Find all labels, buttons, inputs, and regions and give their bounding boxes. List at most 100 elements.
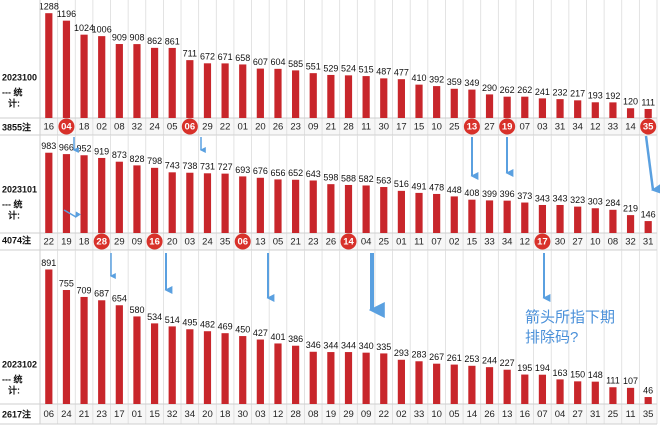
circle-highlight [463,118,480,135]
value-label: 983 [41,141,56,151]
x-tick-label: 18 [220,409,231,420]
arrows [63,135,660,318]
bar [344,184,353,233]
x-tick-label: 34 [572,122,583,133]
x-tick-label: 31 [555,122,566,133]
bar [292,179,300,233]
x-tick-label: 10 [431,409,442,420]
value-label: 828 [129,154,144,164]
circle-highlight [93,233,110,250]
x-tick-label: 24 [61,409,72,420]
value-label: 303 [588,197,603,207]
value-label: 148 [588,370,603,380]
x-tick-label: 32 [167,409,178,420]
bar [485,200,494,233]
bar [609,387,617,404]
x-tick-label: 01 [396,237,407,248]
x-tick-label: 16 [519,409,530,420]
bar [556,379,564,404]
arrow [644,135,660,194]
bar [591,381,599,404]
x-tick-label: 01 [132,409,143,420]
x-tick-label: 15 [467,237,478,248]
row-subtitle: --- 统 [2,373,23,384]
x-tick-label: 16 [149,237,160,248]
value-label: 563 [376,175,391,185]
bar [292,345,300,404]
x-tick-label: 30 [555,237,566,248]
bar [133,44,141,118]
value-label: 551 [306,62,321,72]
bar [80,155,88,233]
value-label: 120 [623,97,638,107]
x-tick-label: 26 [273,122,284,133]
bar [274,343,282,404]
value-label: 450 [235,324,250,334]
bar [45,269,53,404]
value-label: 607 [253,57,268,67]
value-label: 386 [288,334,303,344]
circle-highlight [181,118,198,135]
bar [80,296,88,404]
value-label: 46 [643,385,653,395]
value-label: 580 [129,305,144,315]
value-label: 335 [376,342,391,352]
value-label: 743 [165,161,180,171]
value-label: 709 [77,285,92,295]
x-tick-label: 32 [625,237,636,248]
bar [115,305,123,404]
value-label: 731 [200,162,215,172]
bar [309,180,317,233]
value-label: 284 [605,198,620,208]
x-tick-label: 13 [502,409,513,420]
x-tick-label: 27 [572,237,583,248]
x-tick-label: 08 [114,122,125,133]
bar [98,36,106,118]
bar [591,208,599,233]
bar [274,68,282,118]
value-label: 392 [429,74,444,84]
x-tick-label: 20 [167,237,178,248]
value-label: 711 [183,49,197,59]
x-tick-label: 30 [378,122,389,133]
value-label: 1024 [74,23,94,33]
bar [150,167,159,233]
bar [327,74,335,118]
value-label: 448 [447,185,462,195]
bar [380,78,388,118]
value-label: 261 [447,353,462,363]
value-label: 654 [112,294,127,304]
x-tick-label: 11 [361,122,371,133]
value-label: 344 [341,340,356,350]
bar [415,192,423,233]
value-label: 193 [588,91,603,101]
bar [221,173,229,233]
x-tick-label: 29 [202,122,213,133]
x-tick-label: 12 [519,237,530,248]
value-label: 588 [341,173,356,183]
circle-highlight [234,233,251,250]
x-tick-label: 25 [378,237,389,248]
bar [239,336,247,404]
value-label: 515 [359,64,374,74]
x-tick-label: 16 [44,122,55,133]
value-label: 477 [394,68,409,78]
bar [344,75,353,118]
x-tick-label: 08 [308,409,319,420]
value-label: 529 [323,63,338,73]
x-tick-label: 13 [255,237,266,248]
value-label: 909 [112,32,127,42]
value-label: 283 [411,350,426,360]
value-label: 861 [165,36,180,46]
value-label: 373 [517,191,532,201]
x-tick-label: 09 [361,409,372,420]
x-tick-label: 03 [255,409,266,420]
bar [186,60,194,118]
x-tick-label: 15 [149,409,160,420]
bar [644,108,652,118]
x-tick-label: 05 [167,122,178,133]
value-label: 478 [429,182,444,192]
value-label: 516 [394,179,409,189]
value-label: 195 [517,363,532,373]
bar [521,374,529,404]
